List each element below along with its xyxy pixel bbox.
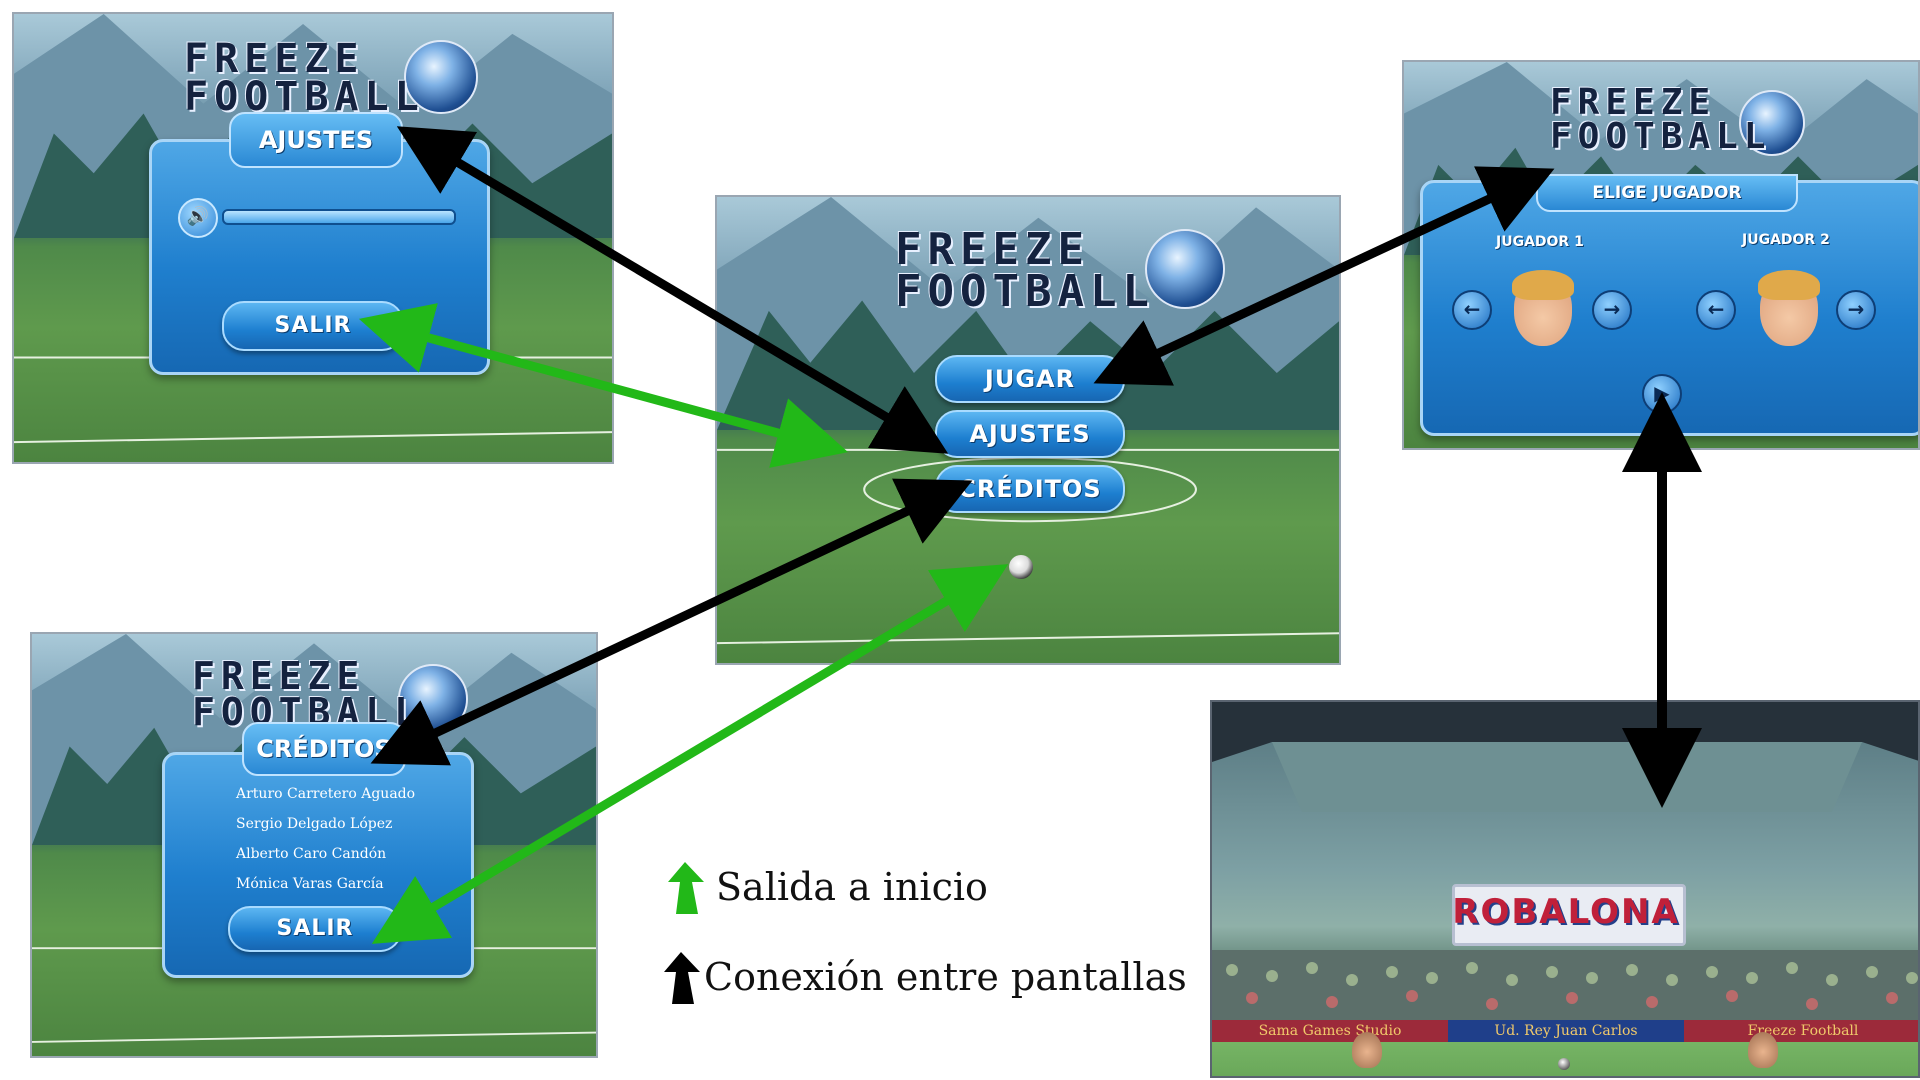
- player2-label: JUGADOR 2: [1742, 232, 1830, 248]
- credits-screen: FREEZE FOOTBALL CRÉDITOS Arturo Carreter…: [30, 632, 598, 1058]
- credit-name-3: Alberto Caro Candón: [236, 846, 387, 862]
- player-select-title: ELIGE JUGADOR: [1536, 174, 1798, 212]
- player1-next-arrow-icon[interactable]: →: [1592, 290, 1632, 330]
- credits-button[interactable]: CRÉDITOS: [935, 465, 1125, 513]
- play-button[interactable]: JUGAR: [935, 355, 1125, 403]
- ajustes-screen: FREEZE FOOTBALL AJUSTES 🔊 SALIR: [12, 12, 614, 464]
- legend-green-arrow-icon: [668, 862, 704, 914]
- legend-black-label: Conexión entre pantallas: [704, 955, 1187, 999]
- player1-face-icon: [1512, 270, 1574, 346]
- logo-ball-icon: [1739, 90, 1805, 156]
- soccer-ball-icon: [1009, 555, 1033, 579]
- player2-face-icon: [1758, 270, 1820, 346]
- settings-title: AJUSTES: [229, 112, 403, 168]
- logo-ball-icon: [404, 40, 478, 114]
- game-ball-icon: [1558, 1058, 1570, 1070]
- logo-line-1: FREEZE: [184, 36, 365, 82]
- player1-label: JUGADOR 1: [1496, 234, 1584, 250]
- banner-center: Ud. Rey Juan Carlos: [1448, 1020, 1684, 1042]
- player-right-sprite: [1748, 1032, 1778, 1068]
- game-logo: FREEZE FOOTBALL: [1550, 82, 1772, 158]
- logo-line-1: FREEZE: [1550, 82, 1717, 123]
- player-select-screen: FREEZE FOOTBALL ELIGE JUGADOR JUGADOR 1 …: [1402, 60, 1920, 450]
- logo-line-2: FOOTBALL: [184, 74, 425, 120]
- game-logo: FREEZE FOOTBALL: [192, 654, 423, 731]
- legend-green-label: Salida a inicio: [716, 865, 988, 909]
- logo-line-2: FOOTBALL: [1550, 116, 1772, 158]
- settings-button[interactable]: AJUSTES: [935, 410, 1125, 458]
- credit-name-4: Mónica Varas García: [236, 876, 384, 892]
- credits-title: CRÉDITOS: [242, 722, 406, 776]
- legend-black-arrow-icon: [664, 952, 700, 1004]
- player1-prev-arrow-icon[interactable]: ←: [1452, 290, 1492, 330]
- volume-slider[interactable]: [222, 209, 456, 225]
- logo-line-2: FOOTBALL: [895, 265, 1155, 317]
- credit-name-2: Sergio Delgado López: [236, 816, 393, 832]
- stadium-roof: [1212, 702, 1918, 812]
- banner-right: Freeze Football: [1684, 1020, 1918, 1042]
- game-screen: ROBALONA Sama Games Studio Ud. Rey Juan …: [1210, 700, 1920, 1078]
- credit-name-1: Arturo Carretero Aguado: [236, 786, 416, 802]
- game-logo: FREEZE FOOTBALL: [184, 36, 425, 120]
- player2-next-arrow-icon[interactable]: →: [1836, 290, 1876, 330]
- main-menu-screen: FREEZE FOOTBALL JUGAR AJUSTES CRÉDITOS: [715, 195, 1341, 665]
- volume-icon[interactable]: 🔊: [178, 198, 218, 238]
- banner-left: Sama Games Studio: [1212, 1020, 1448, 1042]
- game-logo: FREEZE FOOTBALL: [895, 224, 1155, 317]
- logo-line-1: FREEZE: [895, 224, 1090, 275]
- stadium-sign-frame: [1452, 884, 1686, 946]
- logo-line-1: FREEZE: [192, 654, 366, 698]
- player-left-sprite: [1352, 1032, 1382, 1068]
- settings-exit-button[interactable]: SALIR: [222, 301, 404, 351]
- logo-ball-icon: [1145, 229, 1225, 309]
- crowd-stands: [1212, 950, 1918, 1022]
- credits-exit-button[interactable]: SALIR: [228, 906, 402, 952]
- start-play-icon[interactable]: ▶: [1642, 374, 1682, 414]
- stadium-sign: ROBALONA: [1452, 892, 1680, 932]
- player2-prev-arrow-icon[interactable]: ←: [1696, 290, 1736, 330]
